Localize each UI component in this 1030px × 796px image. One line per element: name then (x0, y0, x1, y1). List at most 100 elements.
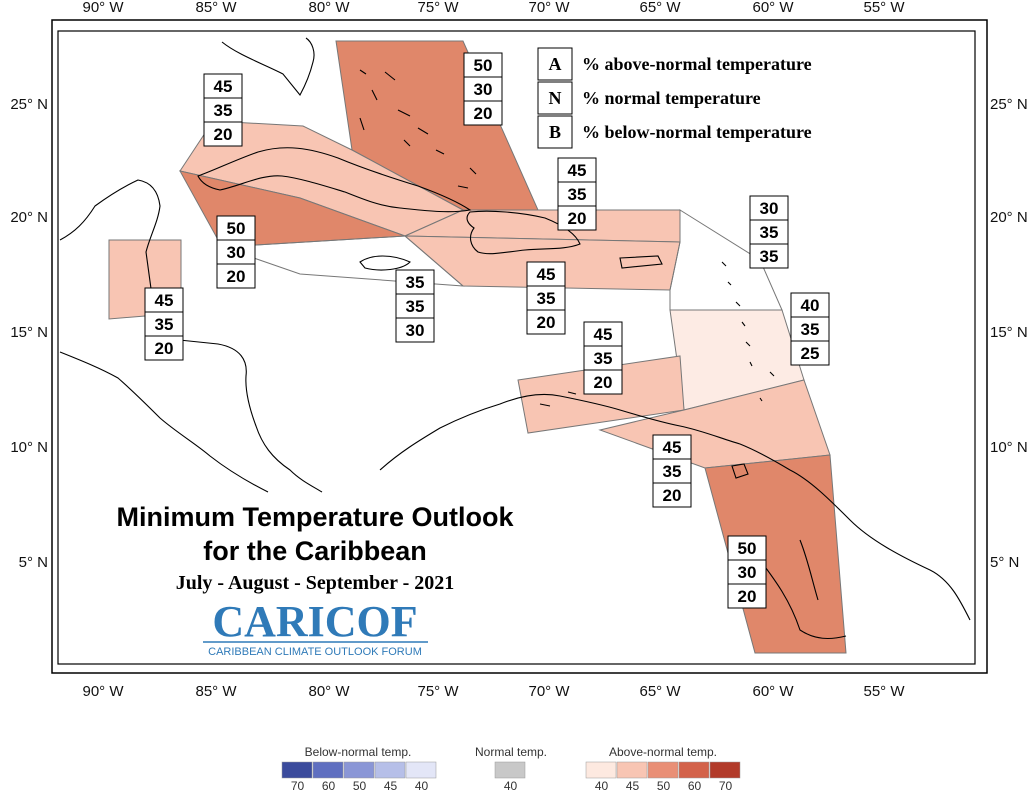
probability-boxes: 50 30 20 45 35 20 50 30 20 45 35 20 (144, 52, 830, 609)
lat-tick-label: 5° N (990, 554, 1019, 571)
lon-tick-label: 90° W (82, 0, 124, 16)
lat-tick-label: 25° N (990, 96, 1028, 113)
prob-cell (216, 215, 256, 241)
prob-cell (790, 340, 830, 366)
colorbar-label: 45 (384, 779, 398, 791)
colorbar-label: 70 (719, 779, 733, 791)
key-letter-a: A (549, 54, 562, 74)
prob-cell (727, 559, 767, 585)
prob-cell (144, 335, 184, 361)
cuba-coast (197, 147, 472, 213)
colorbar-label: 40 (504, 779, 518, 791)
prob-cell (749, 195, 789, 221)
prob-cell (526, 285, 566, 311)
colorbar-swatch (709, 761, 741, 779)
normal-value: 35 (537, 289, 556, 308)
central-america-south-coast (59, 351, 269, 493)
colorbar-swatch (405, 761, 437, 779)
key-letter-b: B (549, 122, 561, 142)
prob-cell (790, 292, 830, 318)
bahamas-islands (359, 69, 477, 189)
prob-cell (463, 76, 503, 102)
hispaniola-coast (466, 210, 581, 255)
above-value: 50 (474, 56, 493, 75)
prob-cell (583, 321, 623, 347)
normal-value: 35 (594, 349, 613, 368)
prob-cell (395, 269, 435, 295)
normal-value: 35 (663, 462, 682, 481)
prob-cell (395, 317, 435, 343)
colorbar-below-swatches: 70 60 50 45 40 (281, 761, 437, 793)
colorbar-swatch (585, 761, 617, 779)
above-value: 45 (594, 325, 613, 344)
below-value: 35 (760, 247, 779, 266)
prob-box-trinidad: 45 35 20 (652, 434, 692, 508)
normal-value: 30 (227, 243, 246, 262)
above-value: 45 (568, 161, 587, 180)
key-letter-n: N (549, 88, 562, 108)
lon-tick-label: 55° W (863, 0, 905, 16)
lat-tick-label: 15° N (990, 324, 1028, 341)
prob-cell (216, 239, 256, 265)
colorbar-label: 60 (688, 779, 702, 791)
below-value: 25 (801, 344, 820, 363)
prob-cell (144, 287, 184, 313)
above-value: 45 (663, 438, 682, 457)
colorbar-above-title: Above-normal temp. (609, 745, 717, 759)
prob-cell (749, 243, 789, 269)
lon-ticks-bottom: 90° W 85° W 80° W 75° W 70° W 65° W 60° … (82, 683, 905, 700)
prob-box-guianas: 50 30 20 (727, 535, 767, 609)
normal-value: 35 (568, 185, 587, 204)
lon-tick-label: 75° W (417, 683, 459, 700)
lon-tick-label: 70° W (528, 0, 570, 16)
colorbar-swatch (647, 761, 679, 779)
probability-key: A N B % above-normal temperature % norma… (537, 47, 812, 149)
prob-box-abc-islands: 45 35 20 (583, 321, 623, 395)
caricof-logo: CARICOF (212, 597, 417, 646)
lat-ticks-left: 25° N 20° N 15° N 10° N 5° N (10, 96, 48, 571)
colorbar-swatch (678, 761, 710, 779)
lon-tick-label: 85° W (195, 683, 237, 700)
key-box-b (537, 115, 573, 149)
key-text-normal: % normal temperature (582, 88, 761, 108)
colorbar-normal-title: Normal temp. (475, 745, 547, 759)
lat-tick-label: 20° N (10, 209, 48, 226)
lat-tick-label: 25° N (10, 96, 48, 113)
colorbar-label: 50 (353, 779, 367, 791)
lon-tick-label: 70° W (528, 683, 570, 700)
normal-value: 35 (155, 315, 174, 334)
colorbar-normal-swatch: 40 (494, 761, 526, 793)
above-value: 45 (214, 77, 233, 96)
prob-cell (557, 157, 597, 183)
prob-cell (203, 121, 243, 147)
map-title-line2: for the Caribbean (203, 536, 427, 566)
prob-cell (652, 482, 692, 508)
normal-value: 35 (214, 101, 233, 120)
colorbar-label: 60 (322, 779, 336, 791)
prob-cell (583, 345, 623, 371)
colorbar-swatch (374, 761, 406, 779)
prob-cell (203, 97, 243, 123)
prob-cell (144, 311, 184, 337)
normal-value: 30 (474, 80, 493, 99)
lat-tick-label: 20° N (990, 209, 1028, 226)
above-value: 45 (155, 291, 174, 310)
lesser-antilles-islands (721, 261, 775, 402)
key-text-above: % above-normal temperature (582, 54, 812, 74)
normal-value: 35 (406, 297, 425, 316)
normal-value: 35 (760, 223, 779, 242)
normal-value: 35 (801, 320, 820, 339)
south-america-north-coast (379, 393, 971, 621)
normal-value: 30 (738, 563, 757, 582)
colorbar-swatch (343, 761, 375, 779)
prob-cell (526, 309, 566, 335)
colorbar-swatch (312, 761, 344, 779)
lon-tick-label: 60° W (752, 683, 794, 700)
below-value: 20 (474, 104, 493, 123)
lon-ticks-top: 90° W 85° W 80° W 75° W 70° W 65° W 60° … (82, 0, 905, 16)
colorbar-below-title: Below-normal temp. (305, 745, 412, 759)
colorbar-swatch (616, 761, 648, 779)
lon-tick-label: 65° W (639, 683, 681, 700)
colorbar-label: 40 (595, 779, 609, 791)
